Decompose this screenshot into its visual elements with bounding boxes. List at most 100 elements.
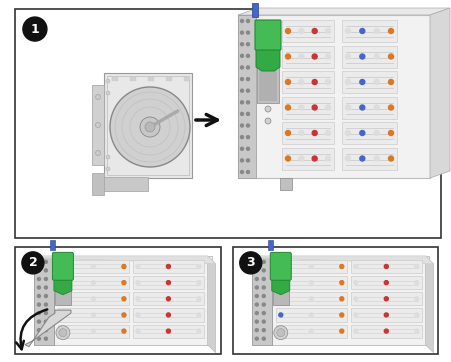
Circle shape	[345, 80, 350, 84]
Text: 1: 1	[31, 22, 39, 35]
FancyBboxPatch shape	[52, 252, 73, 280]
Bar	[281, 147, 333, 169]
Polygon shape	[34, 256, 215, 264]
Bar	[350, 260, 421, 273]
Bar	[341, 97, 396, 118]
Polygon shape	[429, 8, 449, 178]
Circle shape	[339, 265, 343, 269]
Bar	[272, 256, 288, 305]
Circle shape	[298, 156, 303, 161]
Circle shape	[298, 29, 303, 34]
Circle shape	[353, 297, 357, 301]
Bar	[341, 122, 396, 144]
Circle shape	[255, 303, 258, 306]
Circle shape	[37, 295, 40, 298]
Circle shape	[255, 337, 258, 340]
Circle shape	[325, 80, 330, 84]
Polygon shape	[25, 310, 71, 347]
Circle shape	[44, 329, 47, 332]
Bar	[275, 276, 346, 289]
Circle shape	[262, 286, 265, 289]
Circle shape	[246, 124, 249, 127]
Circle shape	[240, 124, 243, 127]
Bar	[15, 9, 440, 238]
Circle shape	[166, 297, 170, 301]
Circle shape	[240, 113, 243, 115]
Bar	[281, 97, 333, 118]
Circle shape	[122, 265, 126, 269]
Circle shape	[345, 29, 350, 34]
Bar	[350, 292, 421, 306]
Circle shape	[166, 265, 170, 269]
Circle shape	[262, 269, 265, 272]
Circle shape	[359, 80, 364, 84]
Bar	[50, 240, 55, 250]
Circle shape	[61, 313, 65, 317]
Bar	[112, 77, 118, 81]
Circle shape	[246, 136, 249, 139]
Circle shape	[262, 260, 265, 264]
Circle shape	[246, 66, 249, 69]
Polygon shape	[271, 276, 289, 295]
Circle shape	[240, 136, 243, 139]
Circle shape	[298, 105, 303, 110]
Bar	[184, 77, 189, 81]
Circle shape	[388, 80, 393, 84]
Bar	[350, 276, 421, 289]
Circle shape	[312, 156, 317, 161]
Circle shape	[373, 105, 378, 110]
Circle shape	[308, 265, 313, 269]
Bar	[275, 292, 346, 306]
Bar	[350, 308, 421, 321]
Circle shape	[312, 130, 317, 135]
Circle shape	[61, 297, 65, 301]
Circle shape	[91, 297, 95, 301]
Circle shape	[59, 329, 67, 337]
Circle shape	[240, 66, 243, 69]
Polygon shape	[424, 256, 433, 353]
Circle shape	[373, 29, 378, 34]
Polygon shape	[255, 45, 279, 71]
Circle shape	[44, 277, 47, 281]
Circle shape	[383, 281, 387, 285]
Circle shape	[246, 89, 249, 92]
Bar	[104, 73, 192, 178]
Circle shape	[23, 17, 47, 41]
Circle shape	[285, 105, 290, 110]
Circle shape	[246, 54, 249, 57]
Circle shape	[345, 130, 350, 135]
Circle shape	[273, 326, 287, 340]
Circle shape	[106, 79, 110, 83]
Circle shape	[312, 54, 317, 59]
Circle shape	[353, 313, 357, 317]
Circle shape	[246, 147, 249, 150]
Circle shape	[95, 151, 100, 156]
Circle shape	[246, 101, 249, 104]
Circle shape	[44, 269, 47, 272]
Circle shape	[136, 313, 140, 317]
Bar	[281, 71, 333, 93]
Circle shape	[255, 320, 258, 323]
Bar	[275, 308, 346, 321]
Circle shape	[122, 281, 126, 285]
Circle shape	[359, 29, 364, 34]
Circle shape	[278, 265, 282, 269]
Bar	[133, 308, 203, 321]
Circle shape	[37, 329, 40, 332]
Circle shape	[262, 320, 265, 323]
Bar	[133, 292, 203, 306]
Bar	[232, 247, 437, 354]
Circle shape	[388, 130, 393, 135]
Circle shape	[312, 105, 317, 110]
Circle shape	[414, 265, 418, 269]
Circle shape	[325, 105, 330, 110]
Bar	[281, 20, 333, 42]
Circle shape	[388, 29, 393, 34]
Bar	[275, 260, 346, 273]
Circle shape	[240, 20, 243, 22]
Bar	[34, 256, 54, 345]
Bar	[55, 256, 71, 305]
Circle shape	[106, 167, 110, 171]
Bar	[341, 147, 396, 169]
Circle shape	[91, 313, 95, 317]
